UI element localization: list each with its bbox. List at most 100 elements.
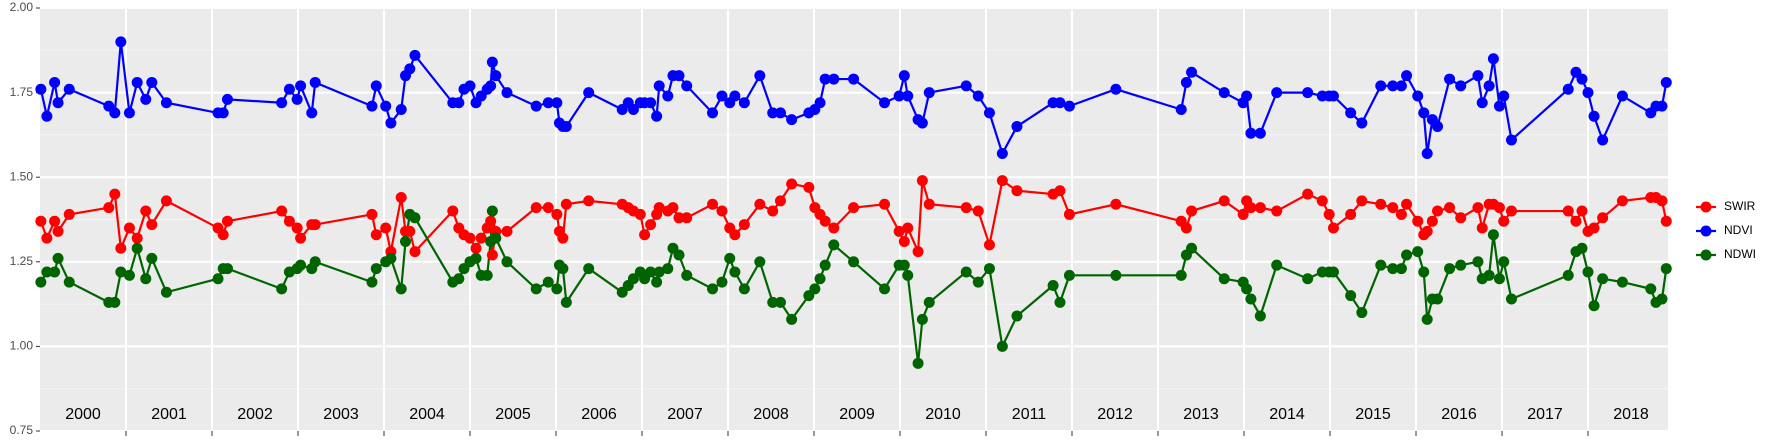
data-point bbox=[370, 229, 382, 241]
data-point bbox=[1175, 104, 1187, 116]
data-point bbox=[217, 229, 229, 241]
data-point bbox=[1245, 127, 1257, 139]
data-point bbox=[1218, 195, 1230, 207]
data-point bbox=[960, 80, 972, 92]
data-point bbox=[1421, 225, 1433, 237]
data-point bbox=[960, 202, 972, 214]
data-point bbox=[1054, 296, 1066, 308]
data-point bbox=[651, 276, 663, 288]
data-point bbox=[1588, 222, 1600, 234]
data-point bbox=[490, 232, 502, 244]
data-point bbox=[501, 225, 513, 237]
data-point bbox=[681, 212, 693, 224]
data-point bbox=[295, 232, 307, 244]
data-point bbox=[1432, 293, 1444, 305]
data-point bbox=[530, 100, 542, 112]
data-point bbox=[1455, 80, 1467, 92]
data-point bbox=[916, 117, 928, 129]
data-point bbox=[1254, 127, 1266, 139]
data-point bbox=[1588, 110, 1600, 122]
data-point bbox=[470, 252, 482, 264]
data-point bbox=[291, 222, 303, 234]
data-point bbox=[1421, 148, 1433, 160]
data-point bbox=[1327, 266, 1339, 278]
data-point bbox=[486, 56, 498, 68]
data-point bbox=[557, 263, 569, 275]
year-label: 2012 bbox=[1097, 406, 1133, 423]
data-point bbox=[1505, 134, 1517, 146]
data-point bbox=[1660, 215, 1672, 227]
legend-key-point bbox=[1700, 201, 1712, 213]
data-point bbox=[673, 249, 685, 261]
data-point bbox=[1375, 80, 1387, 92]
legend-label: SWIR bbox=[1724, 199, 1756, 213]
year-label: 2008 bbox=[753, 406, 789, 423]
year-label: 2014 bbox=[1269, 406, 1305, 423]
y-tick-label: 1.50 bbox=[10, 169, 34, 183]
data-point bbox=[912, 357, 924, 369]
data-point bbox=[1582, 87, 1594, 99]
data-point bbox=[490, 70, 502, 82]
year-label: 2011 bbox=[1012, 406, 1047, 423]
year-label: 2018 bbox=[1613, 406, 1649, 423]
year-label: 2000 bbox=[65, 406, 101, 423]
data-point bbox=[653, 80, 665, 92]
data-point bbox=[716, 276, 728, 288]
year-label: 2013 bbox=[1183, 406, 1219, 423]
data-point bbox=[653, 202, 665, 214]
data-point bbox=[309, 219, 321, 231]
year-label: 2005 bbox=[495, 406, 531, 423]
data-point bbox=[1110, 269, 1122, 281]
data-point bbox=[140, 93, 152, 105]
data-point bbox=[1327, 90, 1339, 102]
data-point bbox=[123, 107, 135, 119]
data-point bbox=[1387, 202, 1399, 214]
data-point bbox=[217, 107, 229, 119]
data-point bbox=[1011, 310, 1023, 322]
data-point bbox=[35, 215, 47, 227]
data-point bbox=[1395, 80, 1407, 92]
data-point bbox=[63, 83, 75, 95]
data-point bbox=[1645, 283, 1657, 295]
year-label: 2004 bbox=[409, 406, 445, 423]
data-point bbox=[1218, 87, 1230, 99]
data-point bbox=[485, 215, 497, 227]
data-point bbox=[819, 215, 831, 227]
year-label: 2001 bbox=[151, 406, 187, 423]
data-point bbox=[1487, 229, 1499, 241]
data-point bbox=[848, 73, 860, 85]
data-point bbox=[774, 296, 786, 308]
data-point bbox=[409, 49, 421, 61]
data-point bbox=[923, 87, 935, 99]
data-point bbox=[1241, 283, 1253, 295]
data-point bbox=[63, 276, 75, 288]
data-point bbox=[1472, 256, 1484, 268]
data-point bbox=[1472, 202, 1484, 214]
data-point bbox=[1316, 195, 1328, 207]
data-point bbox=[470, 242, 482, 254]
data-point bbox=[409, 246, 421, 258]
data-point bbox=[893, 90, 905, 102]
data-point bbox=[109, 188, 121, 200]
year-label: 2006 bbox=[581, 406, 617, 423]
data-point bbox=[146, 219, 158, 231]
data-point bbox=[501, 256, 513, 268]
data-point bbox=[542, 202, 554, 214]
data-point bbox=[645, 97, 657, 109]
data-point bbox=[1401, 198, 1413, 210]
data-point bbox=[1323, 208, 1335, 220]
data-point bbox=[1375, 198, 1387, 210]
data-point bbox=[707, 107, 719, 119]
data-point bbox=[972, 276, 984, 288]
data-point bbox=[49, 76, 61, 88]
data-point bbox=[131, 232, 143, 244]
data-point bbox=[1476, 97, 1488, 109]
y-tick-label: 1.75 bbox=[10, 85, 34, 99]
data-point bbox=[1186, 242, 1198, 254]
data-point bbox=[848, 202, 860, 214]
data-point bbox=[1656, 293, 1668, 305]
data-point bbox=[996, 175, 1008, 187]
data-point bbox=[738, 97, 750, 109]
data-point bbox=[146, 252, 158, 264]
